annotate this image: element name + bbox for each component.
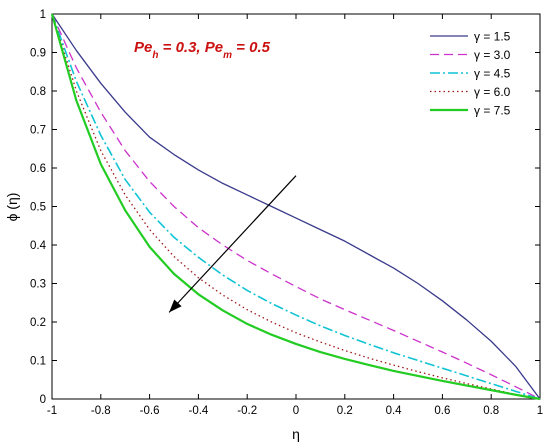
x-tick-label: -0.2 <box>237 405 257 417</box>
legend: γ = 1.5 γ = 3.0 γ = 4.5 γ = 6.0 γ = 7.5 <box>430 30 511 118</box>
legend-label-4: γ = 6.0 <box>474 85 511 99</box>
x-tick-label: 0.8 <box>483 405 499 417</box>
arrow-head <box>169 299 182 313</box>
legend-label-3: γ = 4.5 <box>474 67 511 81</box>
trend-arrow <box>168 175 297 313</box>
y-tick-label: 0.2 <box>30 317 46 329</box>
x-tick-label: 0 <box>293 405 299 417</box>
y-tick-label: 0.6 <box>30 163 46 175</box>
y-tick-label: 0 <box>40 394 46 406</box>
y-tick-label: 1 <box>40 9 46 21</box>
x-tick-label: 0.6 <box>434 405 450 417</box>
annotation-peclet-numbers: Peh = 0.3, Pem = 0.5 <box>134 39 271 61</box>
x-tick-label: -1 <box>47 405 57 417</box>
arrow-shaft <box>168 175 297 313</box>
y-tick-label: 0.1 <box>30 356 46 368</box>
x-axis-label: η <box>292 426 300 442</box>
x-tick-label: 0.2 <box>337 405 353 417</box>
y-tick-label: 0.7 <box>30 125 46 137</box>
series-lines <box>50 13 541 401</box>
x-tick-label: 1 <box>537 405 543 417</box>
y-tick-label: 0.4 <box>30 240 47 252</box>
series-line-3 <box>51 13 541 400</box>
legend-label-2: γ = 3.0 <box>474 48 511 62</box>
y-axis-label: ϕ (η) <box>4 193 20 222</box>
series-line-5 <box>50 13 541 401</box>
axis-ticks: -1 -0.8 -0.6 -0.4 -0.2 0 0.2 0.4 0.6 0.8 1 0 0.1 0.2 0… <box>30 9 543 417</box>
series-line-1 <box>51 13 541 400</box>
y-tick-label: 0.9 <box>30 48 46 60</box>
x-tick-label: -0.8 <box>91 405 111 417</box>
x-tick-label: -0.4 <box>188 405 208 417</box>
y-tick-label: 0.8 <box>30 86 46 98</box>
y-tick-label: 0.3 <box>30 279 46 291</box>
y-tick-label: 0.5 <box>30 202 46 214</box>
x-tick-label: 0.4 <box>386 405 403 417</box>
legend-label-5: γ = 7.5 <box>474 104 511 118</box>
series-line-2 <box>51 13 541 400</box>
series-line-4 <box>51 13 541 400</box>
x-tick-label: -0.6 <box>140 405 160 417</box>
legend-label-1: γ = 1.5 <box>474 30 511 44</box>
